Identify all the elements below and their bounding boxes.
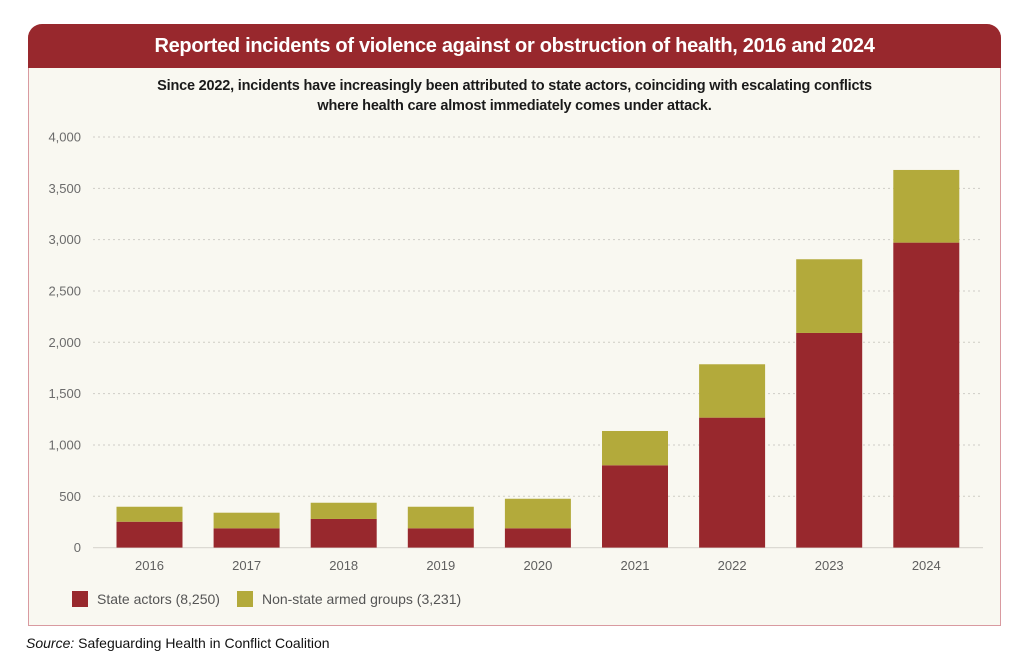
source-prefix: Source: xyxy=(26,635,75,651)
bar-non-state-armed-groups-2020 xyxy=(504,498,571,529)
bar-non-state-armed-groups-2018 xyxy=(310,502,377,519)
source-note: Source: Safeguarding Health in Conflict … xyxy=(26,635,330,651)
subtitle-line-2: where health care almost immediately com… xyxy=(317,98,712,114)
bar-state-actors-2024 xyxy=(893,242,960,548)
x-axis: 2016 2017 2018 2019 2020 2021 2022 2023 2024 xyxy=(135,558,941,573)
y-tick-label: 2,500 xyxy=(48,283,81,298)
chart-title: Reported incidents of violence against o… xyxy=(28,24,1001,68)
bar-state-actors-2017 xyxy=(213,528,280,548)
bar-non-state-armed-groups-2022 xyxy=(699,364,766,418)
chart-subtitle: Since 2022, incidents have increasingly … xyxy=(28,76,1001,116)
bar-non-state-armed-groups-2024 xyxy=(893,169,960,243)
x-tick-label: 2019 xyxy=(426,558,455,573)
bar-state-actors-2022 xyxy=(699,417,766,548)
x-tick-label: 2017 xyxy=(232,558,261,573)
legend-label-non-state-armed-groups: Non-state armed groups (3,231) xyxy=(261,591,462,607)
legend-item-state-actors: State actors (8,250) xyxy=(72,591,220,607)
y-tick-label: 1,500 xyxy=(48,386,81,401)
y-tick-label: 3,000 xyxy=(48,232,81,247)
bars xyxy=(116,169,960,548)
bar-state-actors-2016 xyxy=(116,521,183,548)
y-tick-label: 2,000 xyxy=(48,335,81,350)
legend-label-state-actors: State actors (8,250) xyxy=(97,591,220,607)
y-tick-label: 3,500 xyxy=(48,181,81,196)
x-tick-label: 2020 xyxy=(523,558,552,573)
x-tick-label: 2016 xyxy=(135,558,164,573)
bar-non-state-armed-groups-2019 xyxy=(407,506,474,529)
y-tick-label: 4,000 xyxy=(48,130,81,145)
y-tick-label: 0 xyxy=(74,540,81,555)
bar-state-actors-2020 xyxy=(504,528,571,548)
legend-item-non-state-armed-groups: Non-state armed groups (3,231) xyxy=(236,591,462,607)
legend-swatch-state-actors xyxy=(72,591,88,607)
x-tick-label: 2023 xyxy=(815,558,844,573)
subtitle-line-1: Since 2022, incidents have increasingly … xyxy=(157,78,872,94)
y-tick-label: 1,000 xyxy=(48,437,81,452)
bar-non-state-armed-groups-2017 xyxy=(213,512,280,529)
y-axis: 0 500 1,000 1,500 2,000 2,500 3,000 3,500 4,000 xyxy=(48,130,81,556)
bar-state-actors-2018 xyxy=(310,518,377,548)
bar-state-actors-2021 xyxy=(602,465,668,548)
x-tick-label: 2022 xyxy=(718,558,747,573)
bar-non-state-armed-groups-2016 xyxy=(116,506,183,522)
bar-non-state-armed-groups-2021 xyxy=(602,430,668,466)
bar-state-actors-2023 xyxy=(796,332,863,548)
y-tick-label: 500 xyxy=(59,489,81,504)
legend: State actors (8,250) Non-state armed gro… xyxy=(72,591,478,607)
source-text: Safeguarding Health in Conflict Coalitio… xyxy=(74,635,330,651)
bar-state-actors-2019 xyxy=(407,528,474,548)
x-tick-label: 2024 xyxy=(912,558,941,573)
x-tick-label: 2021 xyxy=(621,558,650,573)
x-tick-label: 2018 xyxy=(329,558,358,573)
bar-non-state-armed-groups-2023 xyxy=(796,259,863,333)
legend-swatch-non-state-armed-groups xyxy=(236,591,253,607)
